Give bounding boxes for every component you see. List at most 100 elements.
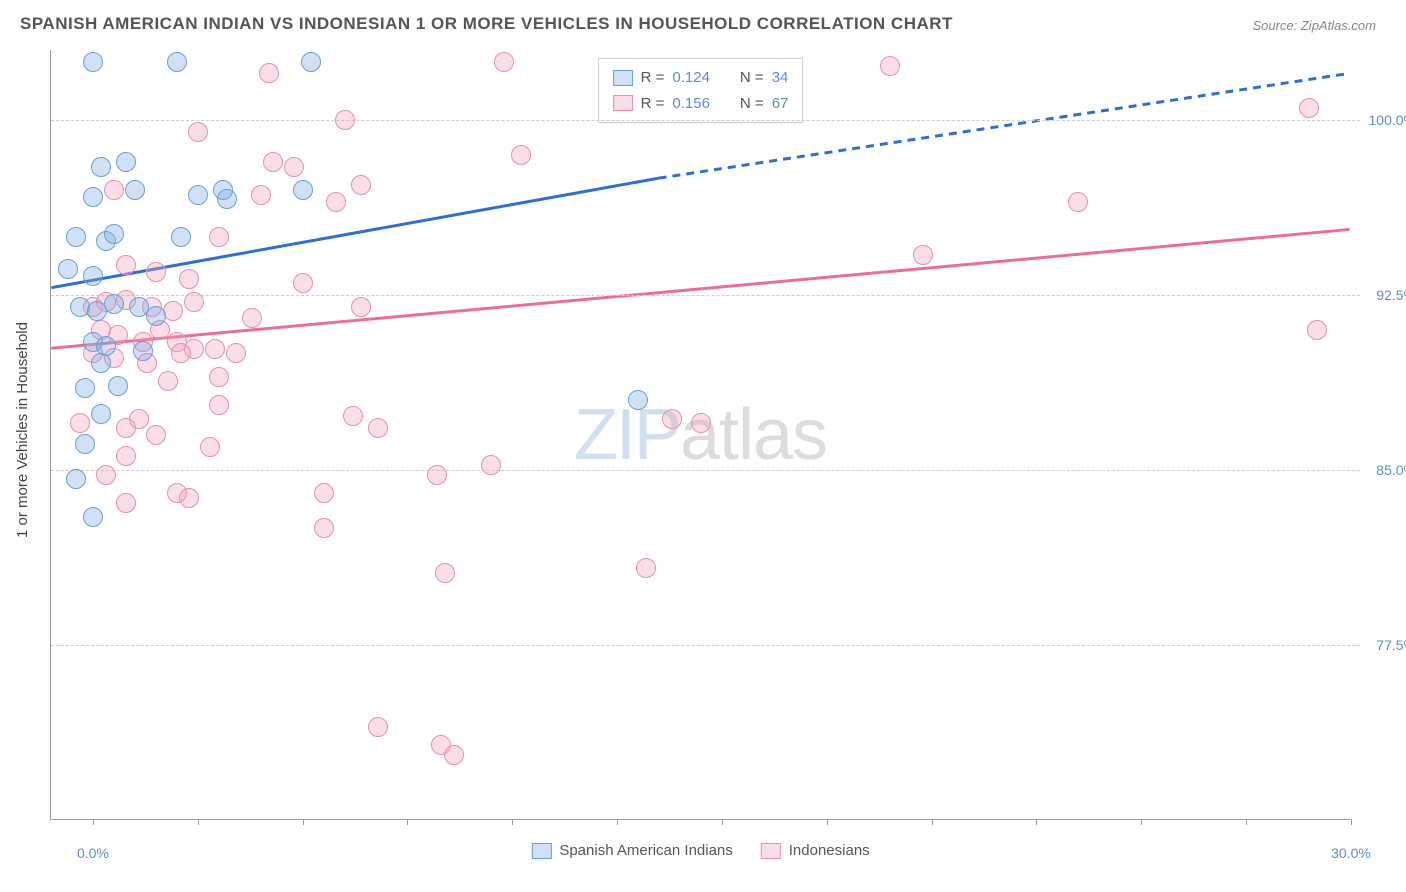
legend-swatch <box>613 70 633 86</box>
scatter-point <box>636 558 656 578</box>
legend-swatch <box>761 843 781 859</box>
legend-series-label: Spanish American Indians <box>559 842 732 859</box>
scatter-point <box>351 297 371 317</box>
legend-n-label: N = <box>740 91 764 117</box>
scatter-point <box>104 180 124 200</box>
scatter-point <box>293 273 313 293</box>
x-tick <box>407 819 408 825</box>
scatter-point <box>96 465 116 485</box>
gridline-h <box>51 295 1360 296</box>
legend-r-value: 0.156 <box>672 91 710 117</box>
scatter-point <box>326 192 346 212</box>
scatter-point <box>494 52 514 72</box>
scatter-point <box>116 152 136 172</box>
scatter-point <box>146 425 166 445</box>
watermark-atlas: atlas <box>680 395 827 475</box>
scatter-point <box>83 266 103 286</box>
scatter-point <box>66 469 86 489</box>
scatter-point <box>66 227 86 247</box>
x-tick-label: 0.0% <box>77 845 109 861</box>
scatter-point <box>188 122 208 142</box>
scatter-point <box>133 341 153 361</box>
legend-correlation: R =0.124N =34R =0.156N =67 <box>598 58 804 123</box>
scatter-point <box>209 395 229 415</box>
y-tick-label: 100.0% <box>1360 112 1406 128</box>
scatter-point <box>209 227 229 247</box>
scatter-point <box>108 376 128 396</box>
scatter-point <box>104 224 124 244</box>
legend-swatch <box>531 843 551 859</box>
legend-series-item: Spanish American Indians <box>531 842 732 859</box>
scatter-point <box>913 245 933 265</box>
gridline-h <box>51 120 1360 121</box>
scatter-point <box>263 152 283 172</box>
trend-lines-svg <box>51 50 1350 819</box>
scatter-point <box>226 343 246 363</box>
legend-swatch <box>613 95 633 111</box>
x-tick <box>198 819 199 825</box>
scatter-point <box>83 507 103 527</box>
scatter-point <box>691 413 711 433</box>
scatter-point <box>1068 192 1088 212</box>
scatter-point <box>481 455 501 475</box>
scatter-point <box>158 371 178 391</box>
x-tick <box>932 819 933 825</box>
y-tick-label: 92.5% <box>1360 287 1406 303</box>
scatter-point <box>259 63 279 83</box>
x-tick-label: 30.0% <box>1331 845 1371 861</box>
scatter-point <box>314 483 334 503</box>
scatter-point <box>75 434 95 454</box>
scatter-point <box>179 488 199 508</box>
gridline-h <box>51 645 1360 646</box>
x-tick <box>617 819 618 825</box>
scatter-point <box>335 110 355 130</box>
gridline-h <box>51 470 1360 471</box>
trend-line <box>51 229 1349 348</box>
x-tick <box>512 819 513 825</box>
scatter-point <box>368 418 388 438</box>
chart-title: SPANISH AMERICAN INDIAN VS INDONESIAN 1 … <box>20 14 953 34</box>
scatter-point <box>146 262 166 282</box>
x-tick <box>93 819 94 825</box>
source-attribution: Source: ZipAtlas.com <box>1252 18 1376 33</box>
scatter-point <box>251 185 271 205</box>
scatter-point <box>628 390 648 410</box>
legend-r-value: 0.124 <box>672 65 710 91</box>
scatter-point <box>129 409 149 429</box>
scatter-point <box>314 518 334 538</box>
scatter-point <box>75 378 95 398</box>
scatter-point <box>58 259 78 279</box>
plot-area: ZIPatlas R =0.124N =34R =0.156N =67 Span… <box>50 50 1350 820</box>
scatter-point <box>179 269 199 289</box>
y-tick-label: 77.5% <box>1360 637 1406 653</box>
scatter-point <box>184 292 204 312</box>
scatter-point <box>209 367 229 387</box>
scatter-point <box>1299 98 1319 118</box>
scatter-point <box>444 745 464 765</box>
watermark-zip: ZIP <box>574 395 680 475</box>
scatter-point <box>171 343 191 363</box>
scatter-point <box>200 437 220 457</box>
scatter-point <box>343 406 363 426</box>
scatter-point <box>91 404 111 424</box>
x-tick <box>1246 819 1247 825</box>
legend-correlation-row: R =0.156N =67 <box>613 91 789 117</box>
legend-n-value: 67 <box>772 91 789 117</box>
x-tick <box>827 819 828 825</box>
scatter-point <box>116 493 136 513</box>
scatter-point <box>188 185 208 205</box>
scatter-point <box>242 308 262 328</box>
x-tick <box>1036 819 1037 825</box>
scatter-point <box>217 189 237 209</box>
scatter-point <box>880 56 900 76</box>
scatter-point <box>205 339 225 359</box>
scatter-point <box>91 353 111 373</box>
legend-series-label: Indonesians <box>789 842 870 859</box>
scatter-point <box>146 306 166 326</box>
legend-series-item: Indonesians <box>761 842 870 859</box>
scatter-point <box>83 52 103 72</box>
source-label: Source: <box>1252 18 1300 33</box>
scatter-point <box>104 294 124 314</box>
scatter-point <box>293 180 313 200</box>
scatter-point <box>435 563 455 583</box>
